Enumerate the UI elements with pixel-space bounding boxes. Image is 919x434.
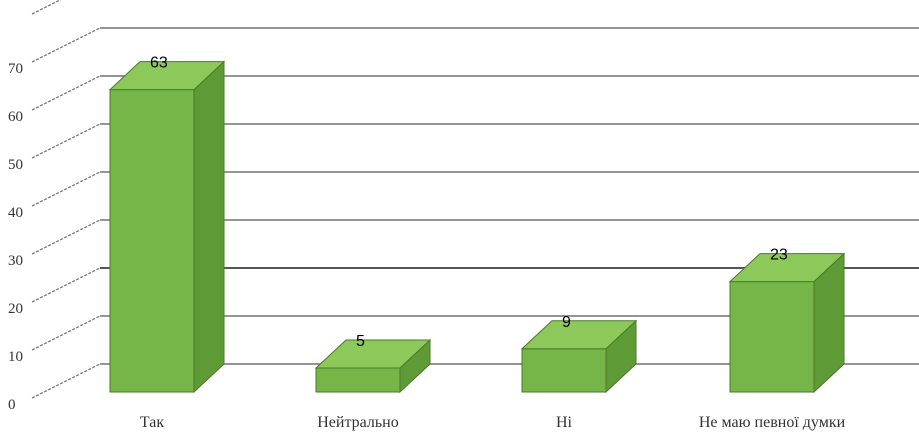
data-label: 9	[562, 314, 571, 331]
category-label: Нейтрально	[317, 414, 399, 431]
data-label: 63	[150, 55, 168, 72]
bar-top	[520, 320, 638, 350]
bar	[728, 252, 846, 394]
side-gridline	[31, 0, 62, 15]
bar-front	[315, 367, 401, 393]
side-gridline	[31, 267, 101, 303]
category-labels: Так Нейтрально Ні Не маю певної думки	[140, 414, 846, 431]
y-tick-label: 10	[8, 349, 23, 365]
side-gridline	[31, 219, 101, 255]
y-tick-label: 0	[8, 397, 16, 413]
bar	[108, 60, 226, 394]
bars	[108, 60, 846, 394]
side-gridline	[31, 27, 101, 63]
y-tick-label: 50	[8, 157, 23, 173]
y-axis-ticks: 0 10 20 30 40 50 60 70	[8, 61, 23, 413]
side-gridline	[31, 75, 101, 111]
bar-front	[109, 89, 195, 393]
bar	[520, 319, 638, 394]
bar-front	[729, 281, 815, 393]
bar-side	[193, 60, 225, 394]
side-gridline	[31, 123, 101, 159]
category-label: Ні	[556, 414, 573, 431]
side-gridline	[31, 171, 101, 207]
y-tick-label: 40	[8, 205, 23, 221]
y-tick-label: 70	[8, 61, 23, 77]
bar	[314, 338, 432, 394]
data-label: 23	[770, 247, 788, 264]
y-tick-label: 30	[8, 253, 23, 269]
category-label: Не маю певної думки	[699, 414, 846, 431]
data-label: 5	[356, 333, 365, 350]
bar-front	[521, 348, 607, 393]
y-tick-label: 60	[8, 109, 23, 125]
side-gridline	[31, 315, 101, 351]
bar-top	[728, 253, 846, 283]
bar-top	[314, 339, 432, 369]
bar-top	[108, 61, 226, 91]
y-tick-label: 20	[8, 301, 23, 317]
category-label: Так	[140, 414, 164, 431]
data-labels: 63 5 9 23	[150, 55, 788, 350]
side-gridline	[31, 363, 101, 399]
